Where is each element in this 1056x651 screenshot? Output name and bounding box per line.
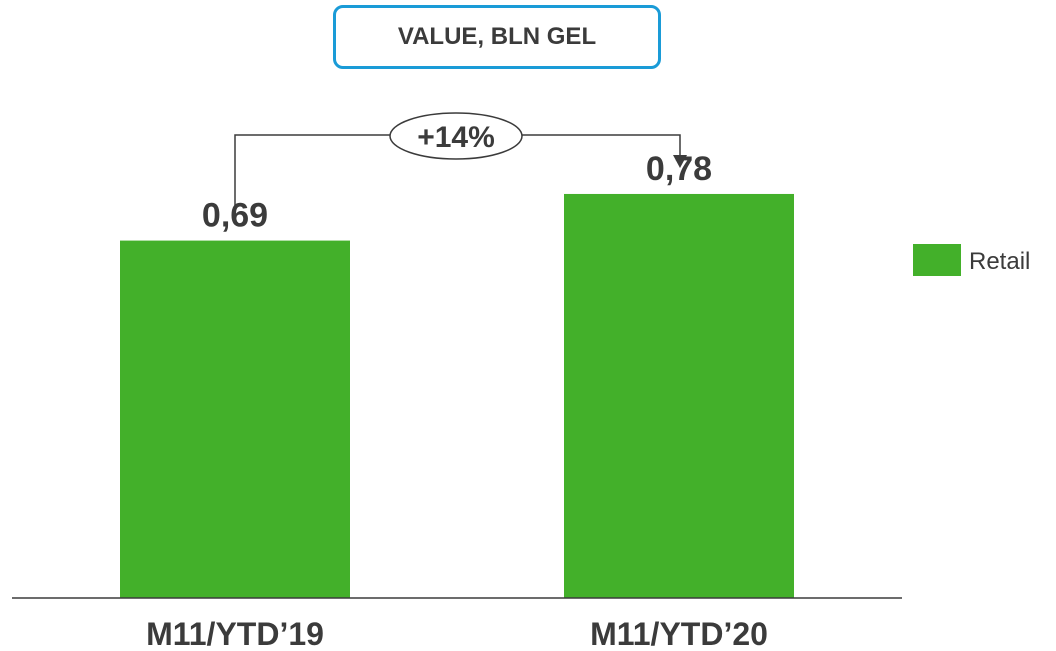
bars-group xyxy=(120,193,794,598)
chart-title: VALUE, BLN GEL xyxy=(397,23,597,50)
x-tick-label-1: M11/YTD’19 xyxy=(146,616,324,651)
growth-connector-line xyxy=(234,134,391,212)
legend-label-retail: Retail xyxy=(969,248,1030,275)
growth-oval xyxy=(389,112,523,160)
bar-2 xyxy=(564,193,794,598)
growth-connector-line-right xyxy=(521,134,681,156)
bar-1 xyxy=(120,240,350,598)
x-tick-label-2: M11/YTD’20 xyxy=(590,616,768,651)
x-tick-labels-group: M11/YTD’19 M11/YTD’20 xyxy=(146,616,768,651)
legend: Retail xyxy=(913,244,1030,276)
growth-annotation: +14% xyxy=(234,112,687,212)
arrow-down-icon xyxy=(673,155,687,168)
chart-title-box: VALUE, BLN GEL xyxy=(333,5,661,69)
legend-swatch-retail xyxy=(913,244,961,276)
growth-label: +14% xyxy=(417,121,495,154)
